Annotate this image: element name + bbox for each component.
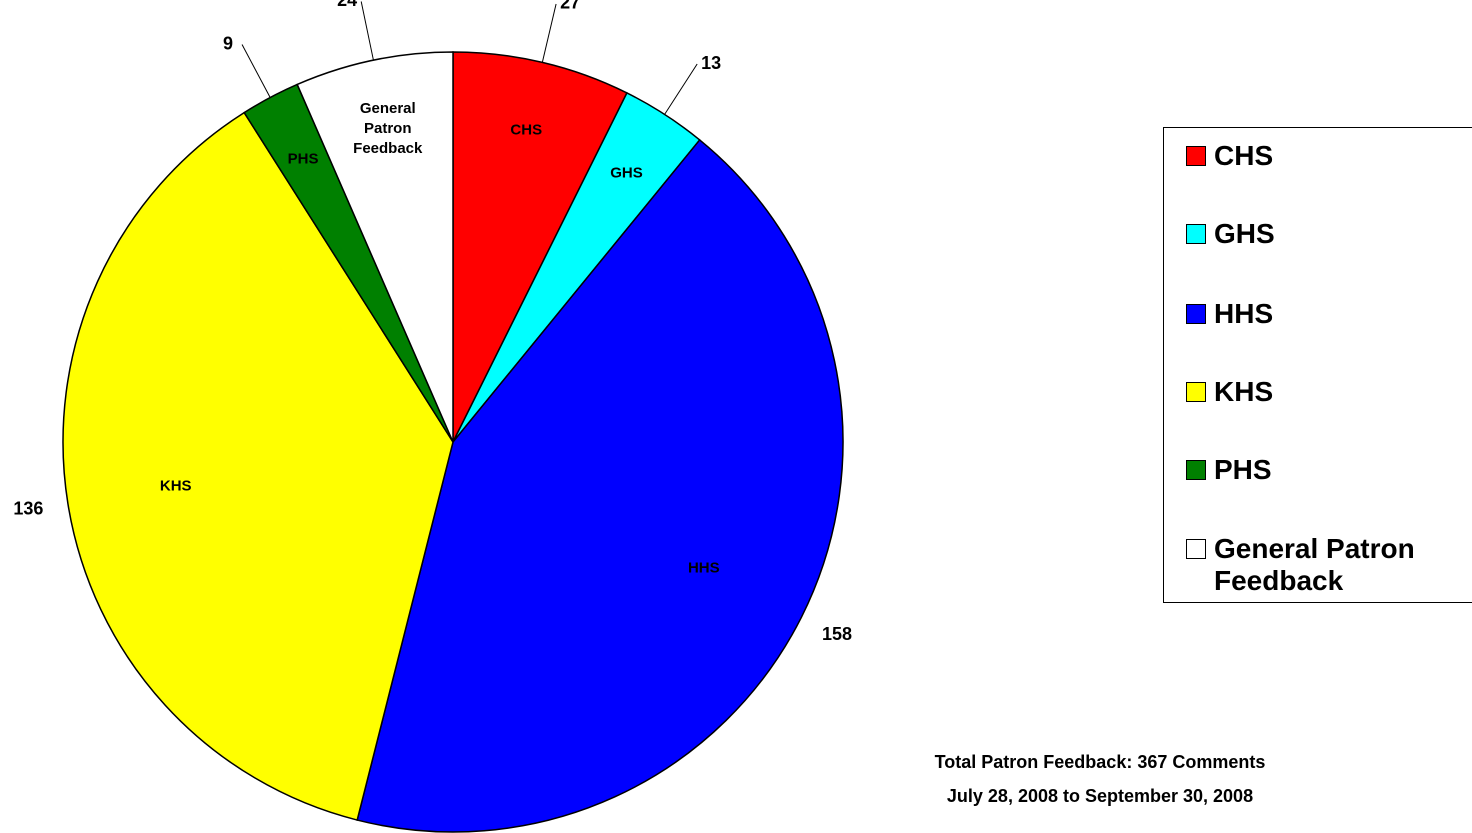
slice-label: General Patron Feedback bbox=[353, 100, 423, 157]
legend-label: PHS bbox=[1214, 454, 1272, 485]
value-label: 27 bbox=[560, 0, 580, 13]
leader-line bbox=[241, 44, 271, 98]
legend-label: General Patron Feedback bbox=[1214, 533, 1415, 596]
leader-line bbox=[541, 3, 557, 63]
legend-label: KHS bbox=[1214, 376, 1274, 407]
annotation: Total Patron Feedback: 367 Comments bbox=[934, 752, 1266, 772]
value-label: 9 bbox=[223, 33, 233, 53]
legend-label: CHS bbox=[1214, 140, 1274, 171]
slice-label: GHS bbox=[610, 164, 643, 181]
pie-slice bbox=[452, 51, 628, 443]
legend-label: GHS bbox=[1214, 218, 1275, 249]
legend-entry: General Patron Feedback bbox=[1186, 533, 1466, 597]
slice-label: HHS bbox=[688, 559, 720, 576]
legend-entry: PHS bbox=[1186, 454, 1466, 486]
pie-slice bbox=[356, 138, 844, 833]
legend-label: HHS bbox=[1214, 298, 1274, 329]
legend-swatch bbox=[1186, 382, 1206, 402]
slice-label: PHS bbox=[288, 150, 319, 167]
legend-entry: KHS bbox=[1186, 376, 1466, 408]
legend-swatch bbox=[1186, 460, 1206, 480]
legend-swatch bbox=[1186, 539, 1206, 559]
value-label: 13 bbox=[701, 53, 721, 73]
chart: CHS 27 GHS 13 HHS 158 KHS 136 PHS 9 General Patron F… bbox=[13, 0, 852, 833]
legend-entry: GHS bbox=[1186, 218, 1466, 250]
legend-entry: HHS bbox=[1186, 298, 1466, 330]
legend: CHS GHS HHS KHS PHS General Patron Feedback bbox=[1163, 127, 1472, 603]
annotation: July 28, 2008 to September 30, 2008 bbox=[946, 786, 1254, 806]
legend-swatch bbox=[1186, 304, 1206, 324]
legend-swatch bbox=[1186, 224, 1206, 244]
value-label: 136 bbox=[13, 499, 43, 519]
leader-line bbox=[360, 1, 374, 61]
legend-swatch bbox=[1186, 146, 1206, 166]
slice-label: KHS bbox=[160, 477, 192, 494]
value-label: 158 bbox=[822, 624, 852, 644]
value-label: 24 bbox=[337, 0, 357, 10]
slice-label: CHS bbox=[510, 122, 542, 139]
leader-line bbox=[664, 63, 698, 115]
legend-entry: CHS bbox=[1186, 140, 1466, 172]
